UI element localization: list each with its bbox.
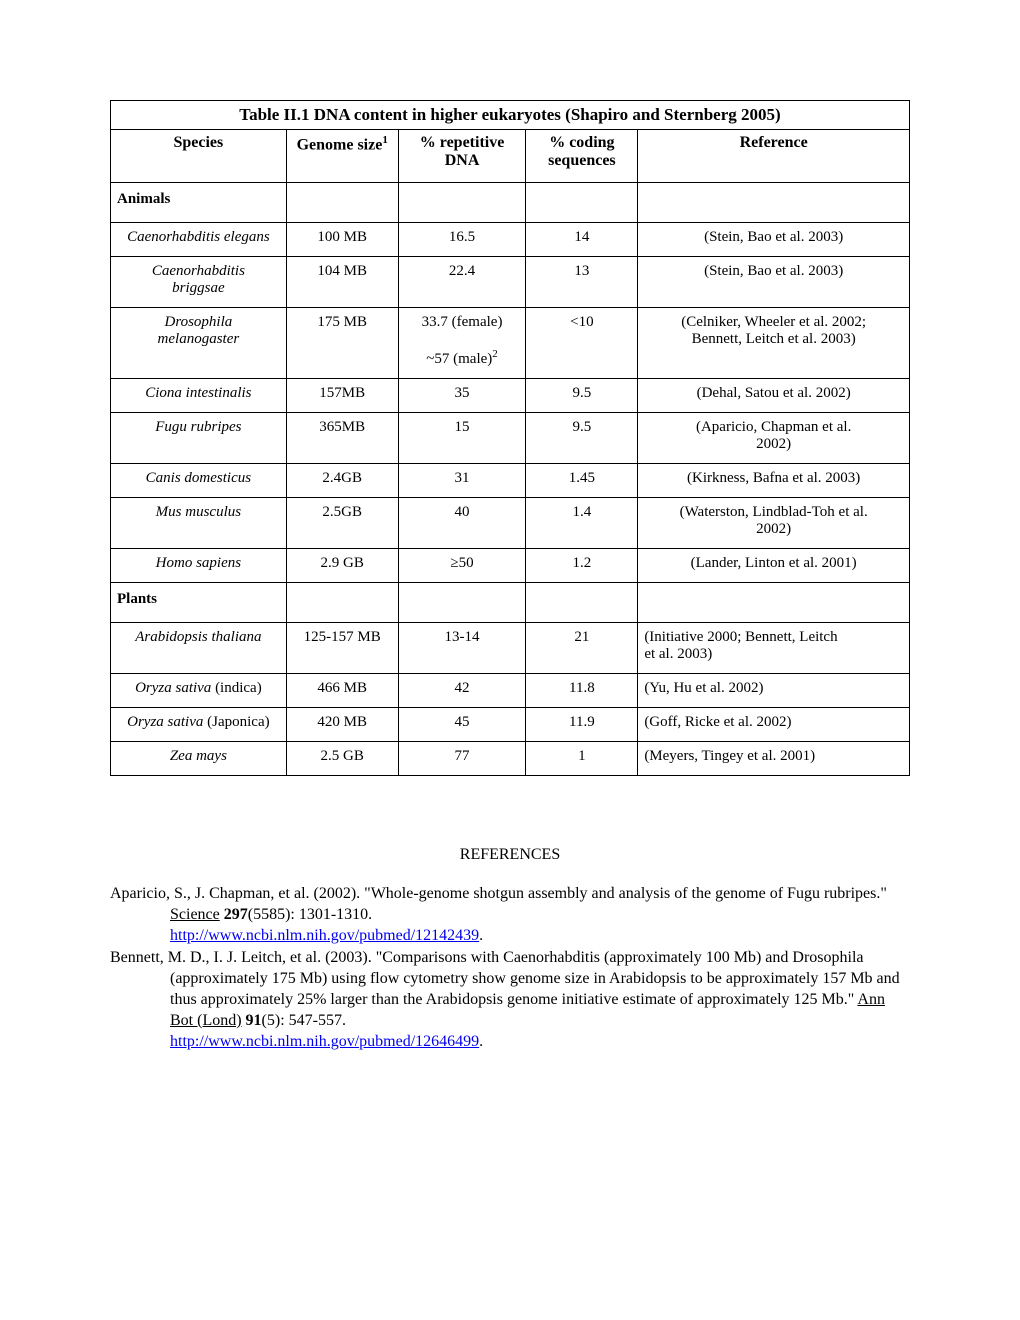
reference-link[interactable]: http://www.ncbi.nlm.nih.gov/pubmed/12142…: [170, 927, 479, 944]
table-title: Table II.1 DNA content in higher eukaryo…: [111, 101, 910, 130]
table-row: Canis domesticus 2.4GB 31 1.45 (Kirkness…: [111, 464, 910, 498]
table-row: Oryza sativa (Japonica) 420 MB 45 11.9 (…: [111, 708, 910, 742]
section-animals: Animals: [111, 183, 910, 223]
section-plants: Plants: [111, 583, 910, 623]
table-row: Ciona intestinalis 157MB 35 9.5 (Dehal, …: [111, 379, 910, 413]
header-coding: % codingsequences: [526, 130, 638, 183]
table-row: Zea mays 2.5 GB 77 1 (Meyers, Tingey et …: [111, 742, 910, 776]
reference-link[interactable]: http://www.ncbi.nlm.nih.gov/pubmed/12646…: [170, 1033, 479, 1050]
table-row: Oryza sativa (indica) 466 MB 42 11.8 (Yu…: [111, 674, 910, 708]
header-repetitive: % repetitiveDNA: [398, 130, 526, 183]
table-header-row: Species Genome size1 % repetitiveDNA % c…: [111, 130, 910, 183]
table-row: Arabidopsis thaliana 125-157 MB 13-14 21…: [111, 623, 910, 674]
header-genome: Genome size1: [286, 130, 398, 183]
table-row: Drosophilamelanogaster 175 MB 33.7 (fema…: [111, 308, 910, 379]
header-species: Species: [111, 130, 287, 183]
table-row: Caenorhabditis elegans 100 MB 16.5 14 (S…: [111, 223, 910, 257]
dna-content-table: Table II.1 DNA content in higher eukaryo…: [110, 100, 910, 776]
table-row: Caenorhabditisbriggsae 104 MB 22.4 13 (S…: [111, 257, 910, 308]
table-row: Fugu rubripes 365MB 15 9.5 (Aparicio, Ch…: [111, 413, 910, 464]
header-reference: Reference: [638, 130, 910, 183]
table-title-row: Table II.1 DNA content in higher eukaryo…: [111, 101, 910, 130]
table-row: Homo sapiens 2.9 GB ≥50 1.2 (Lander, Lin…: [111, 549, 910, 583]
references-heading: REFERENCES: [110, 846, 910, 864]
reference-entry: Bennett, M. D., I. J. Leitch, et al. (20…: [110, 948, 910, 1052]
table-row: Mus musculus 2.5GB 40 1.4 (Waterston, Li…: [111, 498, 910, 549]
reference-entry: Aparicio, S., J. Chapman, et al. (2002).…: [110, 884, 910, 946]
